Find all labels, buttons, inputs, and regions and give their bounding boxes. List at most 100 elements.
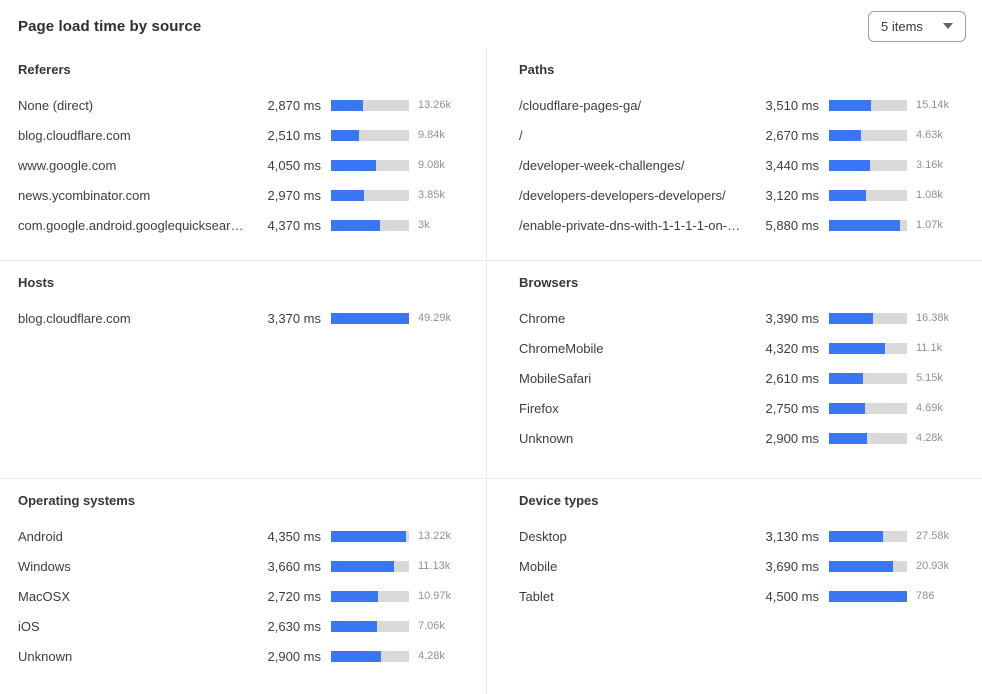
bar-fill (829, 219, 900, 231)
stat-row: MacOSX 2,720 ms 10.97k (18, 581, 470, 611)
bar-fill (829, 402, 865, 414)
row-ms-value: 2,970 ms (267, 187, 321, 203)
row-label: ChromeMobile (519, 340, 604, 356)
stats-panel-browsers: Browsers Chrome 3,390 ms 16.38k ChromeMo… (486, 260, 982, 478)
row-label: /developer-week-challenges/ (519, 157, 685, 173)
bar-fill (331, 590, 379, 602)
row-ms-value: 4,050 ms (267, 157, 321, 173)
row-ms-value: 4,370 ms (267, 217, 321, 233)
row-label: iOS (18, 618, 40, 634)
row-label: news.ycombinator.com (18, 187, 151, 203)
row-label: Firefox (519, 400, 559, 416)
row-bar-chart (331, 99, 409, 111)
chevron-down-icon (943, 23, 953, 29)
stat-row: Android 4,350 ms 13.22k (18, 521, 470, 551)
bar-fill (331, 530, 407, 542)
panel-rows: /cloudflare-pages-ga/ 3,510 ms 15.14k / … (519, 90, 968, 240)
row-bar-chart (331, 312, 409, 324)
bar-fill (829, 189, 867, 201)
row-count-value: 11.13k (418, 560, 451, 572)
row-label: Unknown (519, 430, 574, 446)
row-ms-value: 3,440 ms (765, 157, 819, 173)
row-label: /cloudflare-pages-ga/ (519, 97, 642, 113)
row-count-value: 1.08k (916, 189, 943, 201)
row-count-value: 4.28k (916, 432, 943, 444)
panel-title: Hosts (18, 275, 55, 290)
row-bar-chart (829, 189, 907, 201)
panel-rows: None (direct) 2,870 ms 13.26k blog.cloud… (18, 90, 470, 240)
row-ms-value: 2,870 ms (267, 97, 321, 113)
bar-fill (331, 189, 365, 201)
row-label: /developers-developers-developers/ (519, 187, 726, 203)
row-bar-chart (829, 402, 907, 414)
row-count-value: 786 (916, 590, 935, 602)
stat-row: iOS 2,630 ms 7.06k (18, 611, 470, 641)
stats-panel-paths: Paths /cloudflare-pages-ga/ 3,510 ms 15.… (486, 48, 982, 260)
stat-row: Chrome 3,390 ms 16.38k (519, 303, 968, 333)
items-count-dropdown[interactable]: 5 items (868, 10, 966, 42)
stat-row: blog.cloudflare.com 2,510 ms 9.84k (18, 120, 470, 150)
row-count-value: 27.58k (916, 530, 950, 542)
stat-row: / 2,670 ms 4.63k (519, 120, 968, 150)
row-ms-value: 3,660 ms (267, 558, 321, 574)
panel-rows: Desktop 3,130 ms 27.58k Mobile 3,690 ms … (519, 521, 968, 611)
bar-fill (829, 560, 893, 572)
row-bar-chart (829, 129, 907, 141)
row-ms-value: 2,750 ms (765, 400, 819, 416)
row-count-value: 16.38k (916, 312, 950, 324)
row-label: blog.cloudflare.com (18, 127, 131, 143)
row-bar-chart (331, 560, 409, 572)
row-bar-chart (829, 342, 907, 354)
row-bar-chart (331, 590, 409, 602)
row-ms-value: 5,880 ms (765, 217, 819, 233)
panel-title: Referers (18, 62, 71, 77)
row-label: Windows (18, 558, 71, 574)
row-ms-value: 3,390 ms (765, 310, 819, 326)
stat-row: /developer-week-challenges/ 3,440 ms 3.1… (519, 150, 968, 180)
stat-row: Windows 3,660 ms 11.13k (18, 551, 470, 581)
bar-fill (331, 620, 377, 632)
panel-rows: blog.cloudflare.com 3,370 ms 49.29k (18, 303, 470, 333)
row-ms-value: 2,900 ms (765, 430, 819, 446)
row-bar-chart (331, 530, 409, 542)
row-label: Android (18, 528, 63, 544)
stats-panel-device-types: Device types Desktop 3,130 ms 27.58k Mob… (486, 478, 982, 694)
stat-row: Desktop 3,130 ms 27.58k (519, 521, 968, 551)
items-count-dropdown-value: 5 items (881, 18, 923, 34)
row-count-value: 13.22k (418, 530, 452, 542)
bar-fill (829, 530, 884, 542)
page-header: Page load time by source 5 items (0, 0, 982, 48)
row-bar-chart (829, 159, 907, 171)
row-count-value: 4.63k (916, 129, 943, 141)
bar-fill (829, 159, 871, 171)
panel-title: Device types (519, 493, 599, 508)
panel-rows: Chrome 3,390 ms 16.38k ChromeMobile 4,32… (519, 303, 968, 453)
stat-row: Firefox 2,750 ms 4.69k (519, 393, 968, 423)
stat-row: com.google.android.googlequicksearc… 4,3… (18, 210, 470, 240)
row-label: Mobile (519, 558, 558, 574)
row-count-value: 3.85k (418, 189, 445, 201)
row-count-value: 3k (418, 219, 430, 231)
row-bar-chart (331, 189, 409, 201)
row-ms-value: 3,370 ms (267, 310, 321, 326)
stat-row: Unknown 2,900 ms 4.28k (18, 641, 470, 671)
row-count-value: 20.93k (916, 560, 950, 572)
bar-fill (829, 590, 907, 602)
stat-row: /enable-private-dns-with-1-1-1-1-on-… 5,… (519, 210, 968, 240)
row-ms-value: 3,510 ms (765, 97, 819, 113)
stat-row: Unknown 2,900 ms 4.28k (519, 423, 968, 453)
stat-row: Tablet 4,500 ms 786 (519, 581, 968, 611)
row-label: Unknown (18, 648, 73, 664)
row-bar-chart (829, 99, 907, 111)
row-ms-value: 4,350 ms (267, 528, 321, 544)
row-bar-chart (829, 219, 907, 231)
stat-row: www.google.com 4,050 ms 9.08k (18, 150, 470, 180)
row-bar-chart (331, 219, 409, 231)
stat-row: MobileSafari 2,610 ms 5.15k (519, 363, 968, 393)
row-ms-value: 4,320 ms (765, 340, 819, 356)
row-ms-value: 2,610 ms (765, 370, 819, 386)
row-bar-chart (331, 620, 409, 632)
row-label: None (direct) (18, 97, 94, 113)
bar-fill (331, 219, 380, 231)
row-label: www.google.com (18, 157, 117, 173)
